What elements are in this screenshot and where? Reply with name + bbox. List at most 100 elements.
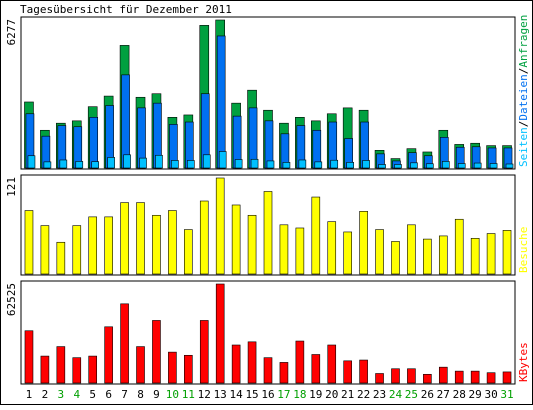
bar-kbytes: [279, 362, 289, 384]
bar-visits: [24, 210, 34, 275]
bar-seiten: [27, 155, 36, 169]
bar-seiten: [394, 164, 402, 169]
bar-kbytes: [486, 372, 496, 384]
bar-seiten: [218, 151, 227, 169]
x-tick-label: 9: [153, 388, 160, 401]
legend-item: Dateien: [517, 74, 530, 120]
bar-kbytes: [327, 344, 337, 384]
bar-seiten: [202, 154, 211, 169]
legend-visits: Besuche: [517, 227, 530, 273]
legend-separator: /: [517, 68, 530, 75]
bar-seiten: [75, 161, 84, 169]
x-tick-label: 6: [105, 388, 112, 401]
bar-kbytes: [199, 320, 209, 384]
bar-kbytes: [454, 370, 464, 384]
bar-kbytes: [470, 370, 480, 384]
x-tick-label: 18: [293, 388, 306, 401]
bar-visits: [152, 214, 161, 275]
legend-text: KBytes: [517, 342, 530, 382]
bar-visits: [295, 227, 305, 275]
legend-kbytes: KBytes: [517, 342, 530, 382]
bar-visits: [136, 202, 145, 275]
x-tick-label: 13: [214, 388, 227, 401]
bar-visits: [311, 196, 321, 275]
x-tick-label: 31: [500, 388, 513, 401]
bar-visits: [327, 221, 337, 275]
bar-seiten: [234, 159, 243, 169]
x-tick-label: 14: [230, 388, 244, 401]
bar-seiten: [187, 160, 195, 169]
bar-kbytes: [184, 354, 193, 384]
bar-visits: [391, 241, 400, 275]
x-tick-label: 17: [277, 388, 290, 401]
bar-visits: [423, 238, 432, 275]
x-tick-label: 8: [137, 388, 144, 401]
bar-dateien: [216, 35, 226, 169]
bar-seiten: [473, 162, 482, 169]
x-tick-label: 4: [73, 388, 80, 401]
bar-kbytes: [391, 368, 400, 384]
legend-item: Seiten: [517, 127, 530, 167]
bar-visits: [438, 235, 448, 275]
bar-seiten: [505, 163, 514, 169]
chart-panels: 6277Seiten/Dateien/Anfragen121Besuche625…: [5, 15, 530, 385]
bar-visits: [56, 241, 66, 275]
bar-visits: [199, 200, 209, 275]
bar-visits: [470, 237, 480, 275]
bar-kbytes: [40, 355, 50, 384]
x-tick-label: 27: [437, 388, 450, 401]
bar-seiten: [282, 162, 291, 169]
bar-seiten: [298, 159, 307, 169]
bar-visits: [502, 230, 512, 275]
panel-visits: 121 Besuche: [5, 174, 530, 276]
x-tick-label: 10: [166, 388, 179, 401]
bar-visits: [120, 202, 129, 275]
bar-seiten: [43, 161, 52, 169]
bar-seiten: [123, 154, 131, 169]
bar-kbytes: [215, 283, 225, 384]
bar-seiten: [155, 154, 163, 169]
bar-visits: [407, 224, 416, 275]
chart-title: Tagesübersicht für Dezember 2011: [20, 3, 232, 16]
x-tick-label: 7: [121, 388, 128, 401]
x-tick-label: 26: [421, 388, 434, 401]
legend-separator: /: [517, 121, 530, 128]
bar-seiten: [171, 160, 179, 169]
x-tick-label: 29: [469, 388, 482, 401]
x-tick-label: 12: [198, 388, 211, 401]
y-max-label: 6277: [5, 19, 18, 46]
bar-seiten: [250, 158, 259, 169]
bar-kbytes: [104, 326, 113, 384]
bar-visits: [263, 191, 273, 275]
bar-visits: [215, 177, 225, 275]
bar-seiten: [139, 157, 147, 169]
bar-seiten: [314, 161, 323, 169]
bar-kbytes: [24, 330, 34, 384]
x-tick-label: 16: [261, 388, 274, 401]
bar-kbytes: [423, 373, 432, 384]
x-tick-label: 11: [182, 388, 195, 401]
bar-kbytes: [168, 351, 177, 384]
bar-kbytes: [88, 355, 98, 384]
x-tick-label: 20: [325, 388, 338, 401]
legend-item: Besuche: [517, 227, 530, 273]
bar-kbytes: [247, 341, 257, 384]
bar-visits: [40, 225, 50, 275]
x-tick-label: 21: [341, 388, 354, 401]
bar-visits: [247, 214, 257, 275]
bar-seiten: [378, 164, 386, 169]
bar-seiten: [91, 161, 100, 169]
x-tick-label: 19: [309, 388, 322, 401]
bar-kbytes: [231, 344, 241, 384]
bar-seiten: [362, 160, 370, 169]
bar-visits: [231, 204, 241, 275]
x-tick-label: 28: [453, 388, 466, 401]
bar-visits: [104, 216, 113, 275]
bar-kbytes: [375, 373, 384, 384]
x-tick-label: 24: [389, 388, 403, 401]
bar-visits: [279, 224, 289, 275]
bar-kbytes: [343, 360, 352, 384]
